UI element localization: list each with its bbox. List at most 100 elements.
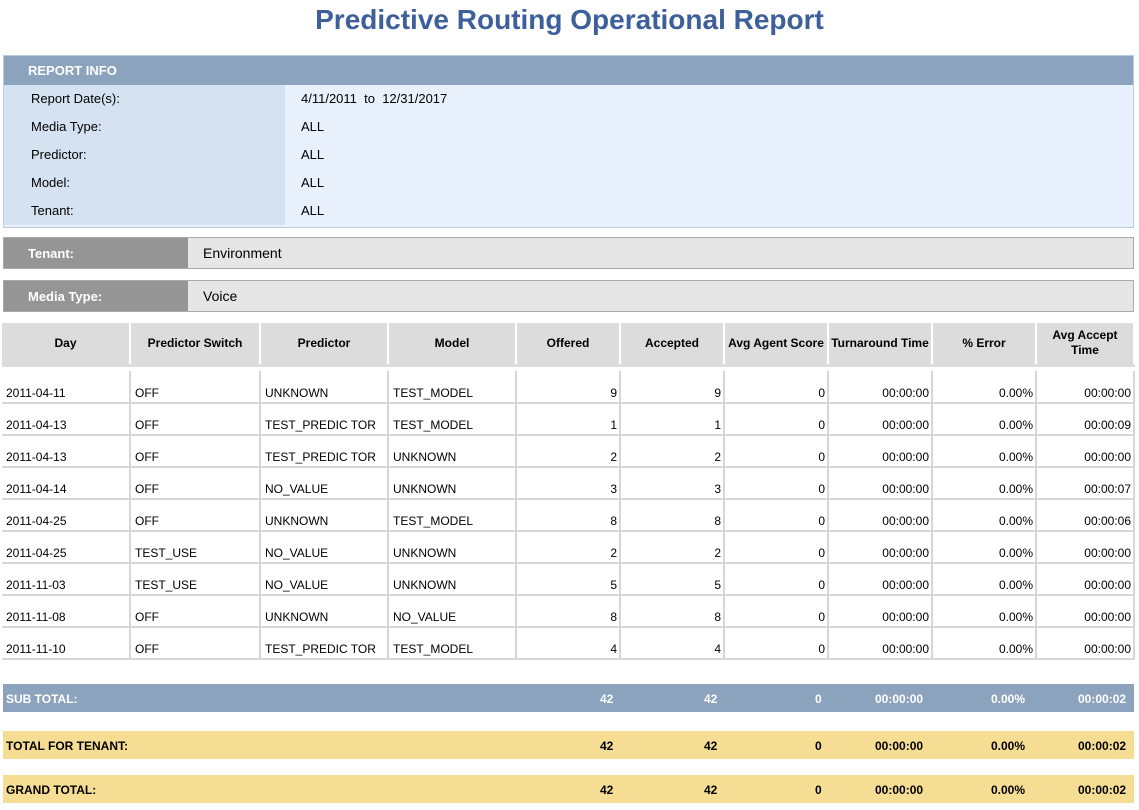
cell-accepted: 2: [620, 531, 725, 564]
cell-offered: 8: [515, 499, 621, 532]
cell-error: 0.00%: [932, 403, 1037, 436]
cell-day: 2011-04-25: [2, 531, 131, 564]
column-header: Model: [388, 323, 517, 365]
total-score: 0: [815, 783, 822, 797]
total-score: 0: [815, 739, 822, 753]
cell-predictor-switch: OFF: [130, 435, 261, 468]
grand-total-row: GRAND TOTAL: 42 42 0 00:00:00 0.00% 00:0…: [3, 775, 1134, 803]
total-accept-time: 00:00:02: [1078, 692, 1127, 706]
tenant-label: Tenant:: [4, 238, 188, 268]
total-accepted: 42: [704, 739, 718, 753]
cell-offered: 8: [515, 595, 621, 628]
cell-avg-agent-score: 0: [724, 435, 829, 468]
column-header: Day: [2, 323, 131, 365]
table-row: 2011-04-13 OFF TEST_PREDIC TOR UNKNOWN 2 2 0 00…: [2, 435, 1135, 468]
cell-offered: 2: [515, 435, 621, 468]
table-row: 2011-04-14 OFF NO_VALUE UNKNOWN 3 3 0 00:00:00 0…: [2, 467, 1135, 500]
cell-predictor-switch: OFF: [130, 595, 261, 628]
info-label: Tenant:: [4, 197, 285, 225]
page-title: Predictive Routing Operational Report: [315, 4, 824, 35]
cell-predictor-switch: TEST_USE: [130, 563, 261, 596]
info-row-predictor: Predictor: ALL: [4, 141, 1133, 169]
cell-predictor: NO_VALUE: [260, 563, 389, 596]
cell-error: 0.00%: [932, 595, 1037, 628]
cell-day: 2011-11-08: [2, 595, 131, 628]
total-offered: 42: [600, 692, 614, 706]
cell-avg-accept-time: 00:00:00: [1036, 435, 1135, 468]
column-header: Predictor: [260, 323, 389, 365]
cell-error: 0.00%: [932, 371, 1037, 404]
cell-avg-agent-score: 0: [724, 531, 829, 564]
cell-error: 0.00%: [932, 627, 1037, 660]
media-type-value: Voice: [203, 288, 238, 304]
cell-avg-accept-time: 00:00:00: [1036, 371, 1135, 404]
cell-avg-accept-time: 00:00:07: [1036, 467, 1135, 500]
cell-error: 0.00%: [932, 467, 1037, 500]
cell-model: UNKNOWN: [388, 467, 517, 500]
cell-accepted: 2: [620, 435, 725, 468]
cell-error: 0.00%: [932, 499, 1037, 532]
cell-model: TEST_MODEL: [388, 627, 517, 660]
cell-avg-agent-score: 0: [724, 595, 829, 628]
total-offered: 42: [600, 739, 614, 753]
info-row-media-type: Media Type: ALL: [4, 113, 1133, 141]
cell-predictor-switch: OFF: [130, 627, 261, 660]
cell-predictor-switch: OFF: [130, 371, 261, 404]
cell-accepted: 5: [620, 563, 725, 596]
cell-turnaround-time: 00:00:00: [828, 467, 933, 500]
cell-model: TEST_MODEL: [388, 403, 517, 436]
total-label: SUB TOTAL:: [6, 692, 78, 706]
table-row: 2011-04-25 TEST_USE NO_VALUE UNKNOWN 2 2 0 00:0…: [2, 531, 1135, 564]
info-label: Model:: [4, 169, 285, 197]
cell-error: 0.00%: [932, 531, 1037, 564]
report-table: Day Predictor Switch Predictor Model Off…: [2, 323, 1135, 660]
cell-day: 2011-11-03: [2, 563, 131, 596]
cell-offered: 2: [515, 531, 621, 564]
column-header: Accepted: [620, 323, 725, 365]
total-accepted: 42: [704, 783, 718, 797]
total-accept-time: 00:00:02: [1078, 783, 1127, 797]
cell-avg-agent-score: 0: [724, 563, 829, 596]
cell-error: 0.00%: [932, 435, 1037, 468]
cell-predictor-switch: TEST_USE: [130, 531, 261, 564]
column-header: % Error: [932, 323, 1037, 365]
cell-day: 2011-04-14: [2, 467, 131, 500]
cell-avg-accept-time: 00:00:00: [1036, 563, 1135, 596]
cell-avg-agent-score: 0: [724, 627, 829, 660]
cell-accepted: 8: [620, 499, 725, 532]
cell-predictor: TEST_PREDIC TOR: [260, 627, 389, 660]
cell-model: UNKNOWN: [388, 435, 517, 468]
cell-predictor: UNKNOWN: [260, 499, 389, 532]
column-header: Turnaround Time: [828, 323, 933, 365]
report-info-header: REPORT INFO: [4, 56, 1133, 85]
cell-day: 2011-04-25: [2, 499, 131, 532]
media-type-bar: Media Type: Voice: [3, 280, 1134, 312]
table-row: 2011-11-03 TEST_USE NO_VALUE UNKNOWN 5 5 0 00:0…: [2, 563, 1135, 596]
report-info-panel: REPORT INFO Report Date(s): 4/11/2011 to…: [3, 55, 1134, 228]
table-row: 2011-04-13 OFF TEST_PREDIC TOR TEST_MODEL 1 1…: [2, 403, 1135, 436]
total-accepted: 42: [704, 692, 718, 706]
cell-offered: 3: [515, 467, 621, 500]
cell-predictor-switch: OFF: [130, 499, 261, 532]
column-header: Avg Agent Score: [724, 323, 829, 365]
table-row: 2011-04-11 OFF UNKNOWN TEST_MODEL 9 9 0 00:00:0…: [2, 371, 1135, 404]
sub-total-row: SUB TOTAL: 42 42 0 00:00:00 0.00% 00:00:…: [3, 684, 1134, 712]
cell-accepted: 4: [620, 627, 725, 660]
info-row-date: Report Date(s): 4/11/2011 to 12/31/2017: [4, 85, 1133, 113]
cell-offered: 5: [515, 563, 621, 596]
cell-model: UNKNOWN: [388, 531, 517, 564]
cell-predictor: UNKNOWN: [260, 595, 389, 628]
cell-predictor: TEST_PREDIC TOR: [260, 435, 389, 468]
total-label: GRAND TOTAL:: [6, 783, 97, 797]
info-row-model: Model: ALL: [4, 169, 1133, 197]
tenant-bar: Tenant: Environment: [3, 237, 1134, 269]
cell-model: TEST_MODEL: [388, 371, 517, 404]
column-header: Offered: [515, 323, 621, 365]
cell-offered: 9: [515, 371, 621, 404]
cell-avg-accept-time: 00:00:00: [1036, 595, 1135, 628]
info-row-tenant: Tenant: ALL: [4, 197, 1133, 225]
info-label: Predictor:: [4, 141, 285, 169]
cell-model: UNKNOWN: [388, 563, 517, 596]
cell-offered: 1: [515, 403, 621, 436]
info-value: 4/11/2011 to 12/31/2017: [301, 91, 448, 106]
